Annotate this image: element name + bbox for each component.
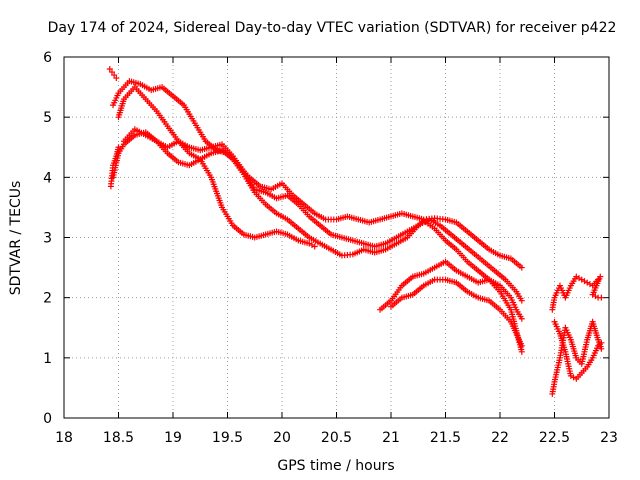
- x-tick-label: 19.5: [212, 430, 243, 446]
- x-tick-label: 18.5: [103, 430, 134, 446]
- x-axis-label: GPS time / hours: [277, 458, 394, 474]
- y-tick-label: 1: [43, 351, 52, 367]
- data-point: [518, 297, 525, 304]
- data-point: [115, 144, 122, 151]
- x-tick-label: 19: [164, 430, 182, 446]
- data-point: [598, 345, 605, 352]
- data-point: [518, 264, 525, 271]
- data-point: [111, 72, 118, 79]
- x-tick-label: 23: [600, 430, 618, 446]
- data-point: [518, 342, 525, 349]
- y-tick-label: 6: [43, 50, 52, 66]
- x-tick-label: 18: [55, 430, 73, 446]
- data-point: [113, 75, 120, 82]
- x-tick-label: 21.5: [430, 430, 461, 446]
- data-point: [106, 66, 113, 73]
- x-tick-label: 20: [273, 430, 291, 446]
- data-point: [518, 315, 525, 322]
- data-point: [108, 69, 115, 76]
- y-tick-label: 5: [43, 110, 52, 126]
- data-point: [598, 294, 605, 301]
- y-tick-label: 4: [43, 170, 52, 186]
- grid: [64, 57, 609, 418]
- x-tick-label: 21: [382, 430, 400, 446]
- y-tick-label: 2: [43, 291, 52, 307]
- data-point: [518, 348, 525, 355]
- x-tick-label: 22.5: [539, 430, 570, 446]
- x-tick-label: 22: [491, 430, 509, 446]
- data-points: [106, 66, 605, 397]
- data-point: [598, 339, 605, 346]
- data-point: [311, 243, 318, 250]
- y-tick-label: 0: [43, 411, 52, 427]
- chart-title: Day 174 of 2024, Sidereal Day-to-day VTE…: [48, 20, 617, 36]
- y-tick-label: 3: [43, 231, 52, 247]
- x-tick-label: 20.5: [321, 430, 352, 446]
- y-axis-label: SDTVAR / TECUs: [8, 181, 24, 296]
